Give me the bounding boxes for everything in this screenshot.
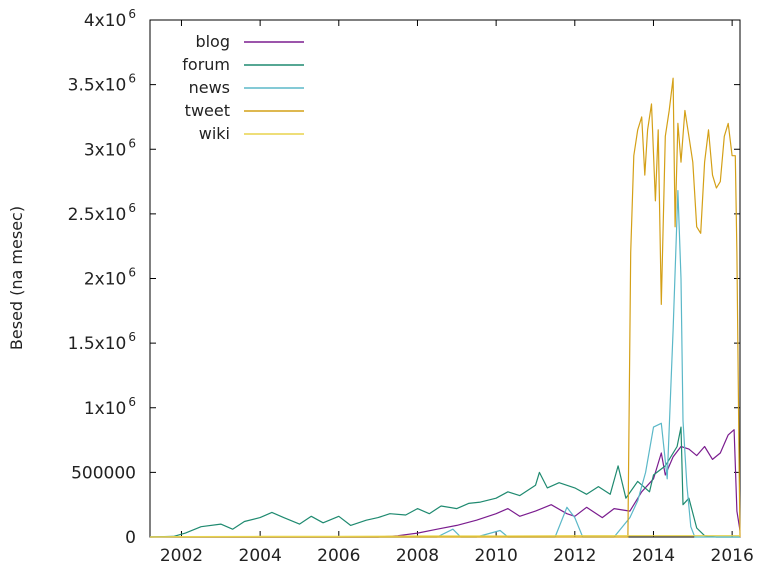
y-tick-label: 2.5x10 6 <box>68 201 136 225</box>
y-tick-label: 1x10 6 <box>84 395 136 419</box>
x-tick-label: 2006 <box>317 546 360 566</box>
x-tick-label: 2010 <box>475 546 518 566</box>
legend-label-tweet: tweet <box>185 101 230 120</box>
y-axis: 0 500000 1x10 6 1.5x10 6 2x10 6 2.5x10 6 3x10 6 3.5x… <box>68 7 740 548</box>
y-tick-label: 0 <box>125 528 136 548</box>
series-line-forum <box>149 426 740 538</box>
x-tick-label: 2012 <box>553 546 596 566</box>
legend-label-news: news <box>189 78 230 97</box>
y-tick-label: 4x10 6 <box>84 7 136 31</box>
x-tick-label: 2002 <box>160 546 203 566</box>
x-tick-label: 2008 <box>396 546 439 566</box>
x-tick-label: 2016 <box>711 546 754 566</box>
y-tick-label: 3x10 6 <box>84 136 136 160</box>
x-axis: 2002 2004 2006 2008 2010 2012 2014 2016 <box>160 20 754 566</box>
y-axis-label: Besed (na mesec) <box>7 206 26 350</box>
legend-label-wiki: wiki <box>199 124 230 143</box>
x-tick-label: 2014 <box>632 546 675 566</box>
x-tick-label: 2004 <box>239 546 282 566</box>
series-line-blog <box>150 429 741 538</box>
y-tick-label: 500000 <box>71 463 136 483</box>
y-tick-label: 2x10 6 <box>84 266 136 290</box>
series-line-tweet <box>150 77 741 538</box>
plot-frame <box>149 19 741 538</box>
legend-label-blog: blog <box>195 32 230 51</box>
series-line-news <box>150 190 740 538</box>
y-tick-label: 1.5x10 6 <box>68 330 136 354</box>
legend: blog forum news tweet wiki <box>182 32 304 143</box>
series-line-wiki <box>149 535 740 538</box>
series-lines <box>149 77 741 538</box>
legend-label-forum: forum <box>182 55 230 74</box>
y-tick-label: 3.5x10 6 <box>68 72 136 96</box>
